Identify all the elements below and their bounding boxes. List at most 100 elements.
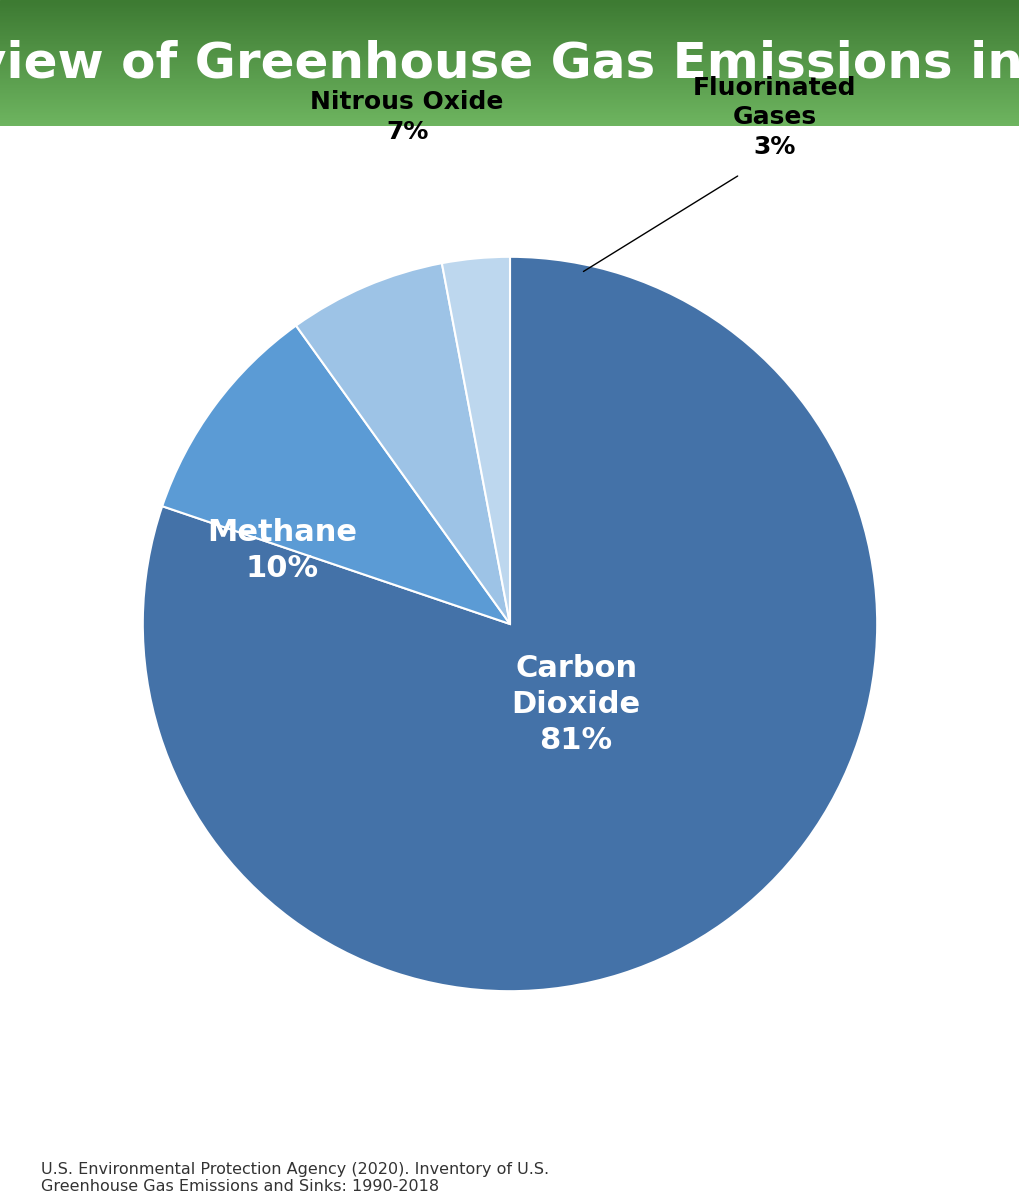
Bar: [0, 22, 1019, 23]
Bar: [0, 77, 1019, 78]
Bar: [0, 10, 1019, 11]
Bar: [0, 67, 1019, 68]
Bar: [0, 28, 1019, 29]
Wedge shape: [441, 257, 510, 624]
Bar: [0, 11, 1019, 12]
Bar: [0, 53, 1019, 54]
Wedge shape: [296, 263, 510, 624]
Bar: [0, 41, 1019, 42]
Bar: [0, 23, 1019, 24]
Bar: [0, 43, 1019, 44]
Bar: [0, 12, 1019, 14]
Bar: [0, 97, 1019, 98]
Bar: [0, 98, 1019, 100]
Bar: [0, 119, 1019, 120]
Bar: [0, 62, 1019, 65]
Bar: [0, 120, 1019, 121]
Wedge shape: [143, 257, 876, 991]
Bar: [0, 94, 1019, 95]
Bar: [0, 79, 1019, 80]
Bar: [0, 73, 1019, 74]
Bar: [0, 49, 1019, 50]
Wedge shape: [162, 325, 510, 624]
Bar: [0, 104, 1019, 106]
Bar: [0, 26, 1019, 28]
Bar: [0, 5, 1019, 6]
Bar: [0, 47, 1019, 48]
Bar: [0, 71, 1019, 72]
Bar: [0, 82, 1019, 83]
Text: Carbon
Dioxide
81%: Carbon Dioxide 81%: [512, 654, 640, 755]
Bar: [0, 107, 1019, 108]
Bar: [0, 95, 1019, 96]
Bar: [0, 60, 1019, 61]
Bar: [0, 36, 1019, 37]
Bar: [0, 17, 1019, 18]
Bar: [0, 40, 1019, 41]
Bar: [0, 66, 1019, 67]
Bar: [0, 16, 1019, 17]
Bar: [0, 102, 1019, 103]
Bar: [0, 85, 1019, 86]
Bar: [0, 56, 1019, 58]
Bar: [0, 80, 1019, 82]
Bar: [0, 92, 1019, 94]
Bar: [0, 7, 1019, 8]
Bar: [0, 125, 1019, 126]
Bar: [0, 121, 1019, 122]
Bar: [0, 46, 1019, 47]
Bar: [0, 103, 1019, 104]
Bar: [0, 61, 1019, 62]
Text: Methane
10%: Methane 10%: [207, 518, 357, 583]
Bar: [0, 24, 1019, 25]
Bar: [0, 89, 1019, 90]
Bar: [0, 114, 1019, 115]
Bar: [0, 122, 1019, 124]
Bar: [0, 42, 1019, 43]
Bar: [0, 116, 1019, 118]
Bar: [0, 0, 1019, 1]
Bar: [0, 58, 1019, 59]
Bar: [0, 1, 1019, 2]
Bar: [0, 52, 1019, 53]
Bar: [0, 76, 1019, 77]
Bar: [0, 106, 1019, 107]
Bar: [0, 86, 1019, 89]
Bar: [0, 115, 1019, 116]
Text: Overview of Greenhouse Gas Emissions in 2018: Overview of Greenhouse Gas Emissions in …: [0, 38, 1019, 86]
Bar: [0, 59, 1019, 60]
Bar: [0, 101, 1019, 102]
Bar: [0, 37, 1019, 40]
Bar: [0, 50, 1019, 52]
Bar: [0, 118, 1019, 119]
Bar: [0, 29, 1019, 30]
Bar: [0, 34, 1019, 35]
Bar: [0, 20, 1019, 22]
Bar: [0, 18, 1019, 19]
Bar: [0, 68, 1019, 70]
Bar: [0, 74, 1019, 76]
Bar: [0, 83, 1019, 84]
Bar: [0, 112, 1019, 114]
Bar: [0, 100, 1019, 101]
Bar: [0, 78, 1019, 79]
Bar: [0, 19, 1019, 20]
Bar: [0, 48, 1019, 49]
Text: Nitrous Oxide
7%: Nitrous Oxide 7%: [310, 90, 503, 144]
Bar: [0, 96, 1019, 97]
Bar: [0, 25, 1019, 26]
Bar: [0, 32, 1019, 34]
Bar: [0, 4, 1019, 5]
Bar: [0, 8, 1019, 10]
Bar: [0, 30, 1019, 31]
Bar: [0, 6, 1019, 7]
Bar: [0, 72, 1019, 73]
Bar: [0, 55, 1019, 56]
Bar: [0, 44, 1019, 46]
Bar: [0, 65, 1019, 66]
Bar: [0, 2, 1019, 4]
Text: U.S. Environmental Protection Agency (2020). Inventory of U.S.
Greenhouse Gas Em: U.S. Environmental Protection Agency (20…: [41, 1162, 548, 1194]
Bar: [0, 54, 1019, 55]
Text: Fluorinated
Gases
3%: Fluorinated Gases 3%: [692, 76, 855, 158]
Bar: [0, 84, 1019, 85]
